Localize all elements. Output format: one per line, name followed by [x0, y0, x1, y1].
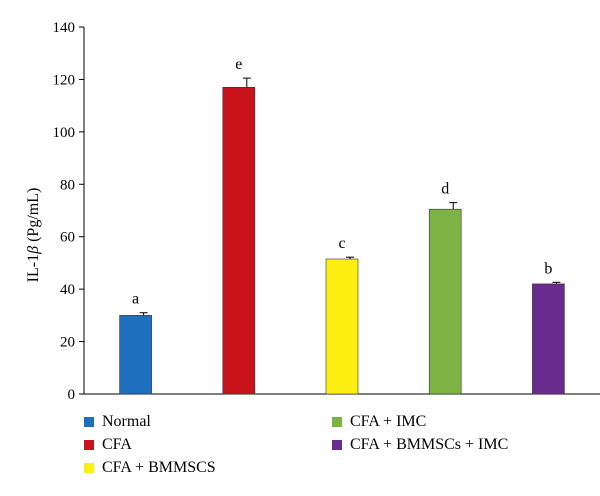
y-axis-label-suffix: (Pg/mL) — [25, 188, 42, 246]
bar — [119, 315, 152, 395]
bar — [325, 258, 359, 395]
y-tick-label: 60 — [60, 230, 75, 246]
y-tick-label: 140 — [53, 20, 76, 36]
y-tick-label: 80 — [60, 177, 75, 193]
y-tick-label: 120 — [53, 72, 76, 88]
significance-label: d — [441, 181, 449, 198]
bars: a e c d b — [119, 56, 565, 395]
y-tick-label: 0 — [68, 387, 76, 403]
y-tick-label: 40 — [60, 282, 75, 298]
bar — [532, 283, 565, 395]
axes: 0 20 40 60 80 100 120 140 — [53, 20, 600, 403]
y-axis-label: IL-1β (Pg/mL) — [25, 188, 42, 283]
significance-label: a — [132, 291, 139, 308]
bar — [222, 86, 256, 395]
significance-label: b — [544, 260, 552, 277]
y-tick-label: 100 — [53, 125, 76, 141]
significance-label: c — [338, 235, 345, 252]
bar — [428, 208, 462, 395]
y-tick-label: 20 — [60, 335, 75, 351]
significance-label: e — [235, 56, 242, 73]
y-axis-label-symbol: β — [25, 246, 42, 255]
y-axis-label-prefix: IL-1 — [25, 254, 42, 282]
